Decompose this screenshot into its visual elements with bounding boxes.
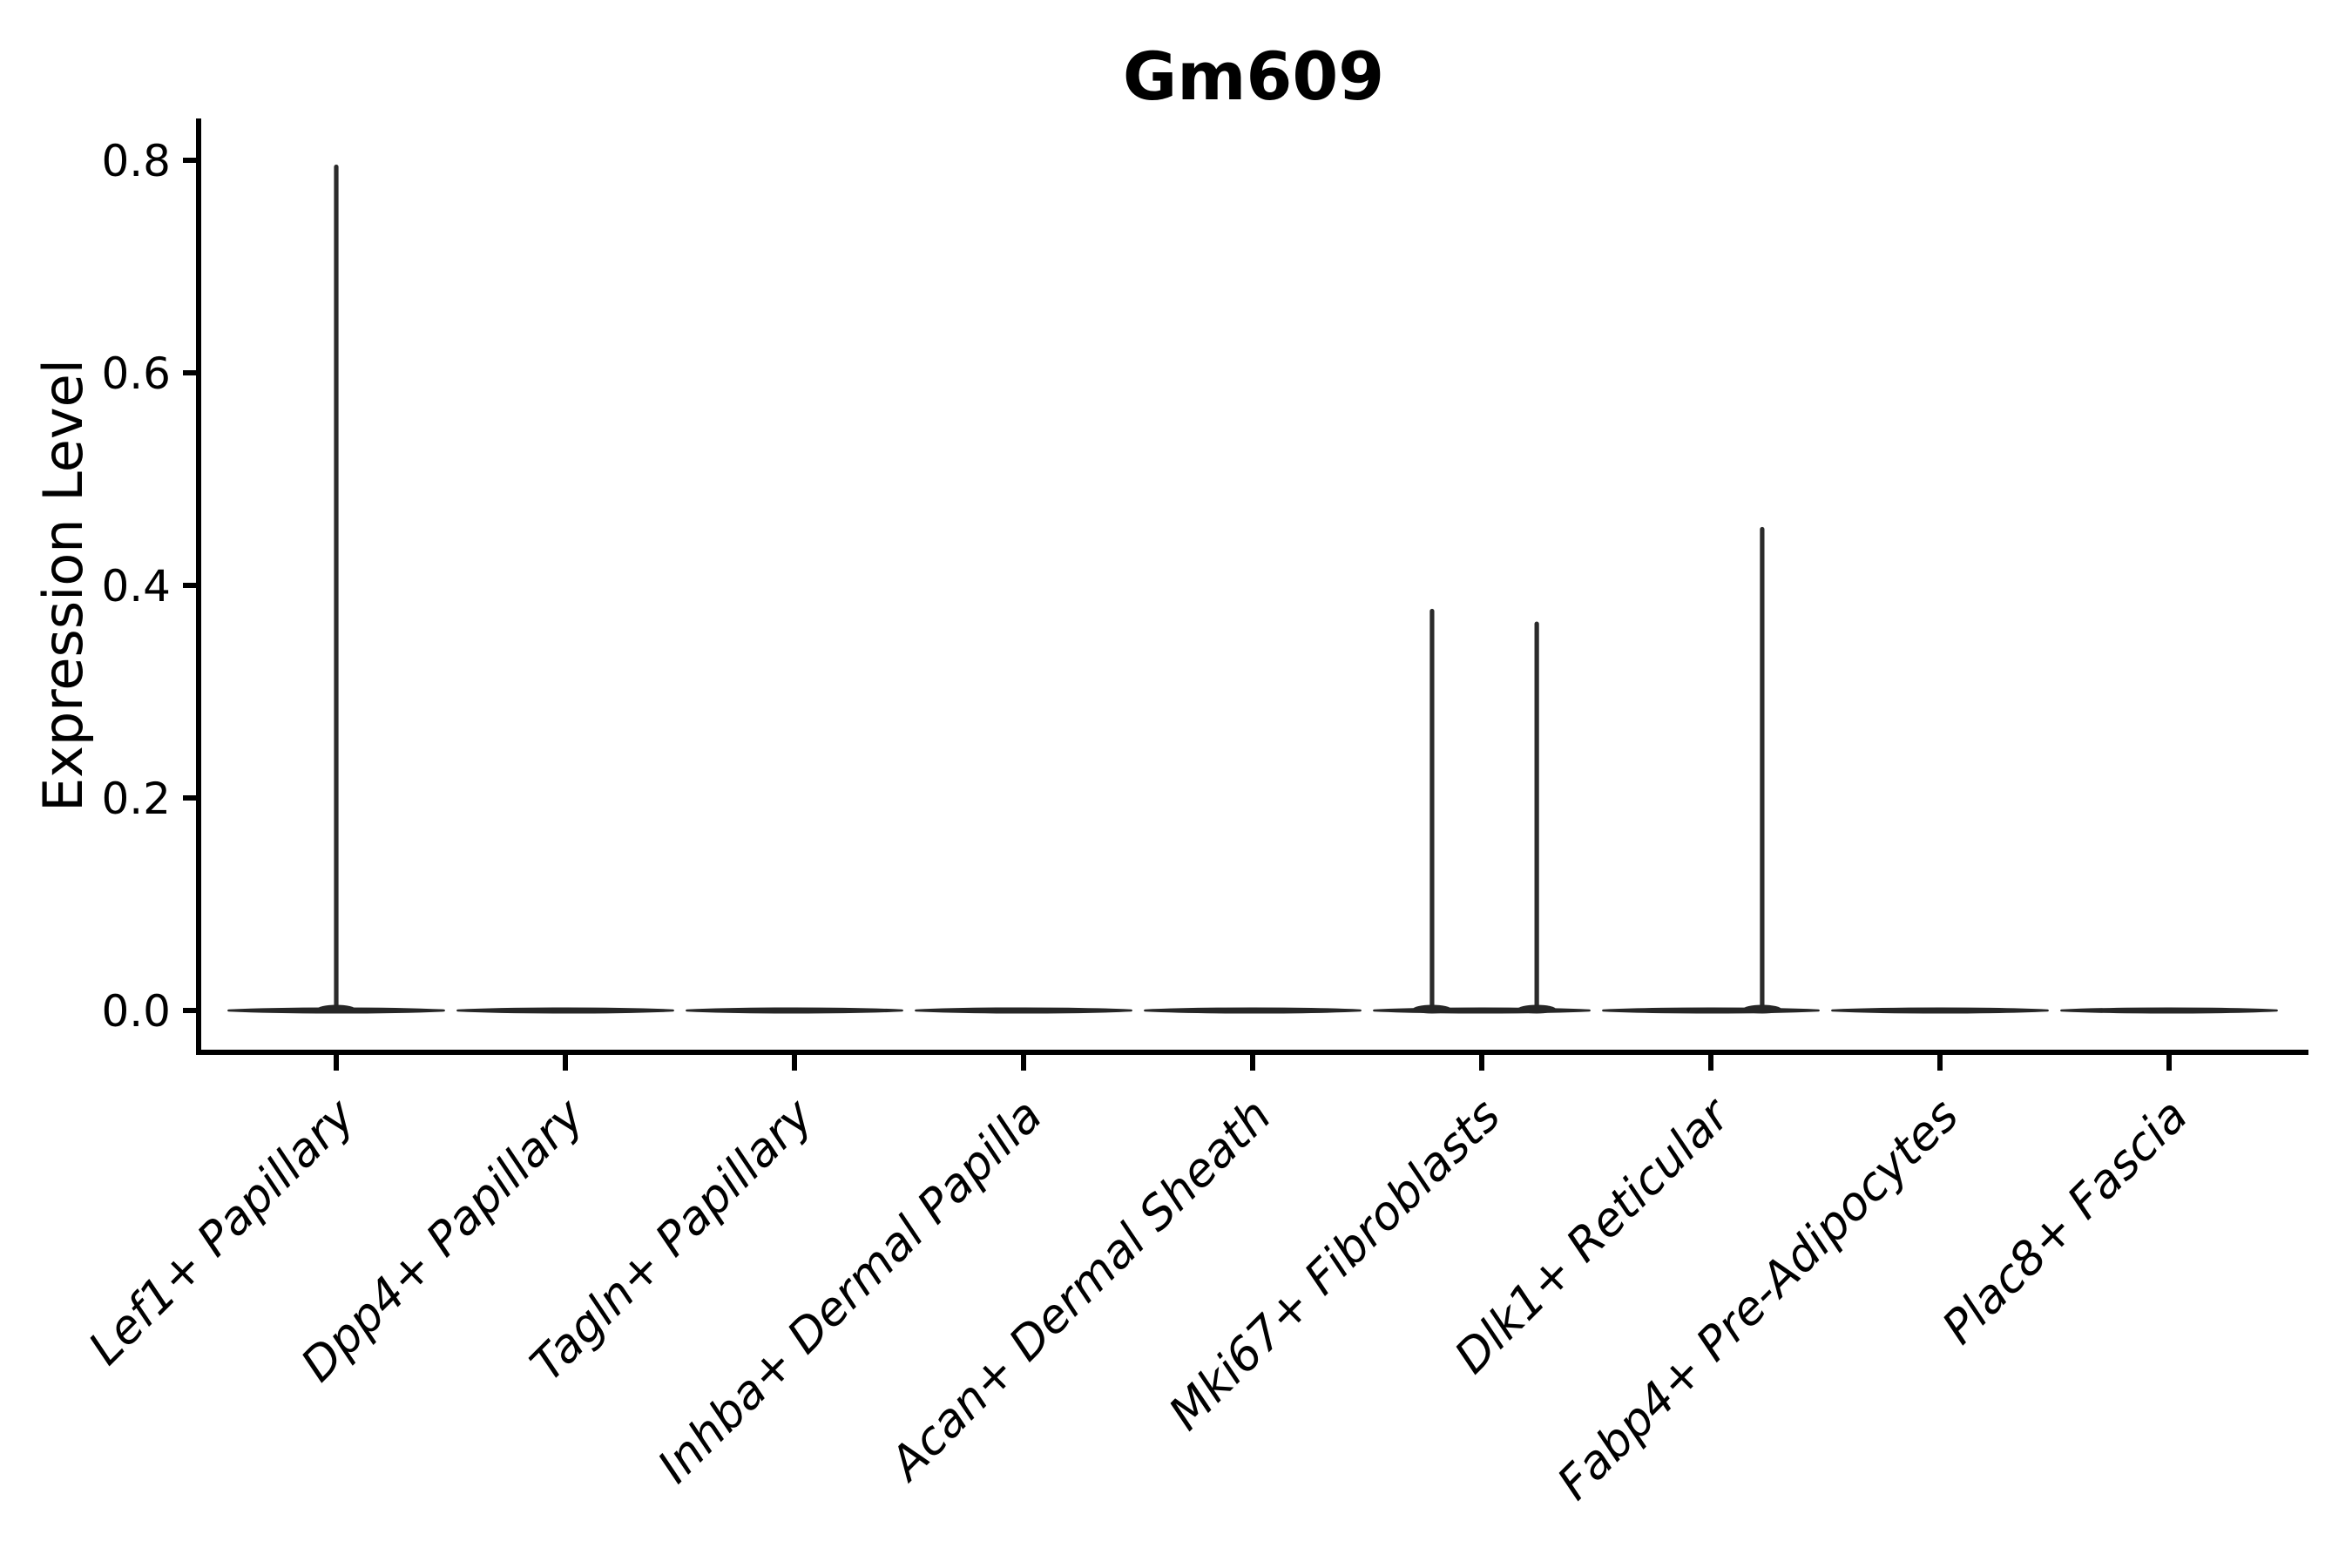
y-tick-label: 0.6 <box>101 348 171 399</box>
x-tick-label: Inhba+ Dermal Papilla <box>648 1089 1052 1493</box>
y-tick-label: 0.4 <box>101 561 171 612</box>
y-axis-label: Expression Level <box>31 359 95 812</box>
y-tick-label: 0.8 <box>101 136 171 186</box>
x-tick-label: Fabp4+ Pre-Adipocytes <box>1548 1089 1970 1511</box>
violin-body <box>1144 1007 1362 1014</box>
violin-spike <box>1760 526 1765 1013</box>
violin-6 <box>1373 608 1591 1014</box>
violin-body <box>915 1007 1132 1014</box>
violin-body <box>456 1007 674 1014</box>
violin-8 <box>1831 1007 2049 1014</box>
violin-4 <box>915 1007 1132 1014</box>
violin-body <box>1373 1007 1591 1014</box>
y-tick-label: 0.2 <box>101 774 171 824</box>
violin-spike <box>1534 621 1539 1013</box>
axes-layer <box>183 118 2308 1071</box>
x-tick-label: Plac8+ Fascia <box>1932 1089 2198 1355</box>
y-tick-label: 0.0 <box>101 986 171 1037</box>
plot-title: Gm609 <box>1123 37 1384 115</box>
violin-1 <box>227 164 445 1014</box>
violin-7 <box>1602 526 1820 1014</box>
violin-layer <box>227 164 2278 1014</box>
violin-5 <box>1144 1007 1362 1014</box>
violin-body <box>1831 1007 2049 1014</box>
violin-body <box>686 1007 903 1014</box>
x-tick-label: Acan+ Dermal Sheath <box>879 1089 1282 1492</box>
violin-body <box>1602 1007 1820 1014</box>
violin-3 <box>686 1007 903 1014</box>
violin-spike <box>334 164 339 1013</box>
violin-9 <box>2060 1007 2278 1014</box>
violin-body <box>2060 1007 2278 1014</box>
violin-2 <box>456 1007 674 1014</box>
violin-spike <box>1429 608 1435 1013</box>
violin-body <box>227 1007 445 1014</box>
